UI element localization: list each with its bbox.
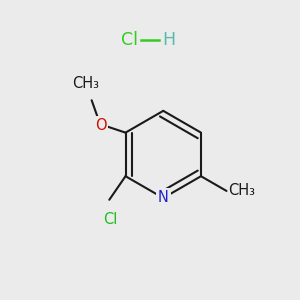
Text: Cl: Cl [121,31,138,49]
Text: CH₃: CH₃ [228,183,255,198]
Text: CH₃: CH₃ [72,76,99,92]
Text: H: H [162,31,175,49]
Text: N: N [158,190,169,206]
Text: O: O [95,118,106,133]
Text: Cl: Cl [103,212,118,226]
